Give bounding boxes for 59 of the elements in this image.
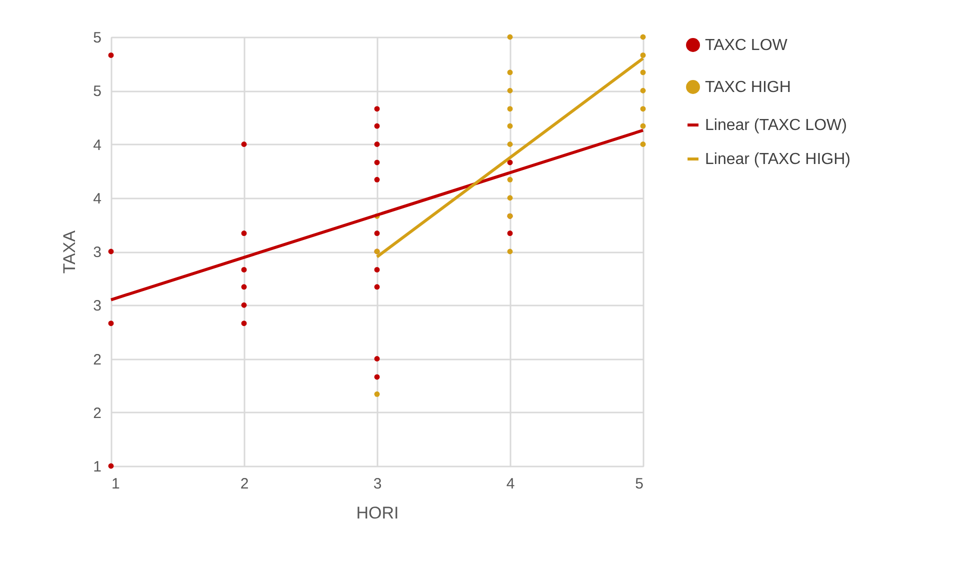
point	[640, 34, 646, 40]
point	[374, 142, 380, 147]
point	[374, 356, 380, 362]
legend-label: Linear (TAXC LOW)	[705, 117, 847, 134]
point	[507, 34, 513, 40]
point	[241, 302, 247, 308]
point	[507, 248, 513, 254]
x-tick-label: 5	[635, 476, 644, 492]
legend-label: TAXC HIGH	[705, 79, 791, 96]
point	[108, 320, 114, 326]
point	[374, 230, 380, 236]
point	[108, 248, 114, 254]
y-tick-label: 1	[93, 458, 102, 476]
point	[507, 142, 513, 147]
point	[507, 195, 513, 201]
point	[507, 176, 513, 182]
point	[507, 123, 513, 129]
x-tick-label: 2	[240, 476, 249, 492]
point	[241, 142, 247, 147]
point	[507, 88, 513, 94]
y-tick-label: 2	[93, 404, 102, 422]
legend-label: Linear (TAXC HIGH)	[705, 151, 851, 168]
point	[374, 374, 380, 380]
y-tick-label: 5	[93, 83, 102, 100]
y-tick-label: 3	[93, 298, 102, 315]
point	[507, 106, 513, 112]
point	[374, 123, 380, 129]
point	[108, 52, 114, 58]
point	[241, 320, 247, 326]
point	[507, 230, 513, 236]
point	[374, 106, 380, 112]
point	[241, 230, 247, 236]
point	[507, 160, 513, 166]
point	[374, 160, 380, 166]
point	[374, 267, 380, 272]
point	[241, 284, 247, 290]
y-tick-label: 4	[93, 136, 102, 154]
point	[640, 106, 646, 112]
point	[640, 70, 646, 76]
point	[640, 88, 646, 94]
point	[374, 391, 380, 397]
legend-label: TAXC LOW	[705, 37, 788, 54]
y-tick-label: 2	[93, 351, 102, 368]
point	[241, 267, 247, 272]
x-axis-title: HORI	[356, 504, 399, 522]
y-tick-label: 5	[93, 30, 102, 46]
point	[374, 284, 380, 290]
point	[640, 52, 646, 58]
point	[374, 176, 380, 182]
x-tick-label: 4	[506, 476, 515, 492]
y-axis-title: TAXA	[60, 230, 80, 274]
point	[507, 70, 513, 76]
x-tick-label: 1	[112, 476, 120, 492]
y-tick-label: 3	[93, 244, 102, 261]
y-tick-label: 4	[93, 190, 102, 208]
point	[108, 463, 114, 469]
point	[640, 142, 646, 147]
x-tick-label: 3	[373, 476, 382, 492]
point	[640, 123, 646, 129]
